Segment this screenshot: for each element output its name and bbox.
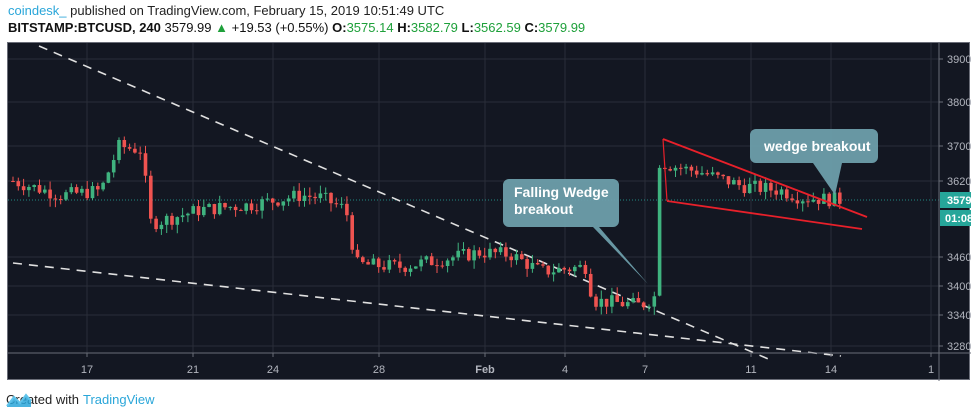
svg-text:7: 7 <box>642 364 648 376</box>
svg-text:3900.00: 3900.00 <box>947 54 971 66</box>
high-label: H: <box>397 20 411 35</box>
low-label: L: <box>461 20 474 35</box>
svg-text:4: 4 <box>562 364 568 376</box>
open-value: 3575.14 <box>346 20 394 35</box>
low-value: 3562.59 <box>473 20 521 35</box>
wedge-lines <box>662 138 868 230</box>
close-value: 3579.99 <box>538 20 586 35</box>
footer: Created with TradingView <box>6 392 155 407</box>
svg-text:3620.00: 3620.00 <box>947 176 971 188</box>
author-link[interactable]: coindesk_ <box>8 3 67 18</box>
svg-text:01:08:14: 01:08:14 <box>945 213 971 225</box>
candles <box>11 136 842 315</box>
symbol-legend: BITSTAMP:BTCUSD, 240 3579.99 ▲ +19.53 (+… <box>8 20 585 35</box>
svg-text:28: 28 <box>373 364 385 376</box>
last-price: 3579.99 <box>164 20 212 35</box>
svg-text:17: 17 <box>81 364 93 376</box>
svg-text:11: 11 <box>745 364 756 376</box>
svg-text:3280.00: 3280.00 <box>947 341 971 353</box>
price-change: +19.53 (+0.55%) <box>231 20 329 35</box>
trend-lines <box>12 45 842 362</box>
close-label: C: <box>524 20 539 35</box>
up-arrow-icon: ▲ <box>215 20 229 35</box>
publish-info: coindesk_ published on TradingView.com, … <box>8 3 444 18</box>
svg-text:24: 24 <box>267 364 279 376</box>
symbol-name: BITSTAMP:BTCUSD, 240 <box>8 20 161 35</box>
svg-text:Feb: Feb <box>475 364 495 376</box>
tradingview-logo-icon <box>6 393 32 407</box>
svg-text:1: 1 <box>928 364 934 376</box>
svg-text:21: 21 <box>187 364 199 376</box>
grid-lines <box>8 43 939 353</box>
svg-text:3340.00: 3340.00 <box>947 310 971 322</box>
high-value: 3582.79 <box>410 20 458 35</box>
chart-panel[interactable]: Falling Wedge breakout wedge breakout 3900… <box>7 42 971 381</box>
svg-text:3460.00: 3460.00 <box>947 252 971 264</box>
svg-text:3400.00: 3400.00 <box>947 281 971 293</box>
svg-text:3800.00: 3800.00 <box>947 97 971 109</box>
svg-text:Falling Wedge: Falling Wedge <box>514 184 609 200</box>
svg-text:breakout: breakout <box>514 201 573 217</box>
open-label: O: <box>332 20 347 35</box>
axes[interactable]: 3900.00 3800.00 3700.00 3620.00 3460.00 3400.… <box>8 43 971 381</box>
svg-text:14: 14 <box>825 364 837 376</box>
tradingview-link[interactable]: TradingView <box>82 392 155 407</box>
svg-text:wedge breakout: wedge breakout <box>763 138 871 154</box>
svg-text:3579.99: 3579.99 <box>947 195 971 207</box>
svg-text:3700.00: 3700.00 <box>947 141 971 153</box>
published-text: published on TradingView.com, February 1… <box>70 3 445 18</box>
